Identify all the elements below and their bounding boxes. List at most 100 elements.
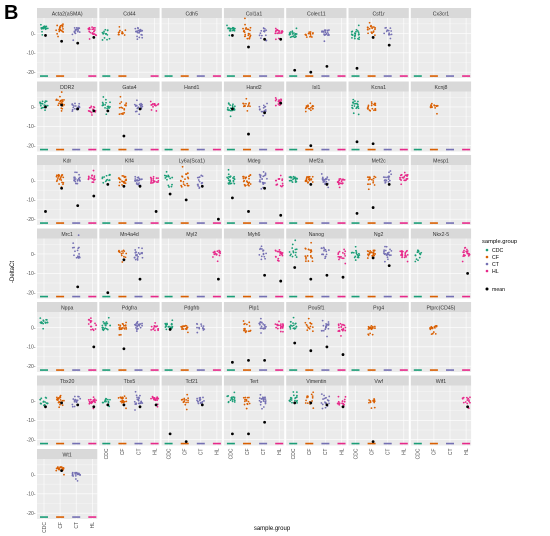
data-point <box>140 252 143 254</box>
data-point <box>59 177 62 180</box>
data-point <box>249 105 251 108</box>
facet-panel: Vimentin CDC CF CT HL <box>286 375 347 459</box>
legend-label: CT <box>492 262 500 268</box>
data-point <box>119 178 122 181</box>
data-point <box>79 397 82 400</box>
data-point <box>124 179 127 182</box>
mean-point <box>325 182 329 186</box>
data-point <box>185 328 188 331</box>
data-point <box>120 106 123 109</box>
data-point <box>140 33 143 36</box>
x-tick-label: HL <box>339 448 345 455</box>
data-point <box>276 32 279 35</box>
facet-title: Hand1 <box>184 85 199 91</box>
data-point <box>383 32 386 35</box>
data-point <box>74 102 76 105</box>
data-point <box>63 103 65 106</box>
facet-background <box>37 312 98 372</box>
data-point <box>74 178 77 180</box>
data-point <box>278 249 281 251</box>
facet-title: Mn4a4d <box>120 232 139 238</box>
data-point <box>342 403 345 406</box>
data-point <box>93 176 96 179</box>
data-point <box>325 253 328 256</box>
data-point <box>135 330 138 332</box>
facet-panel: Wif1 CDC CF CT HL <box>410 375 472 459</box>
facet-strip <box>99 8 160 18</box>
data-point <box>182 183 185 186</box>
data-point <box>92 105 95 108</box>
data-point <box>373 34 376 37</box>
mean-point <box>279 101 283 105</box>
data-point <box>368 401 370 404</box>
data-point <box>125 397 128 400</box>
data-point <box>181 175 184 178</box>
data-point <box>264 398 267 401</box>
facet-title: Acta2(aSMA) <box>52 12 83 18</box>
data-point <box>92 396 95 399</box>
data-point <box>226 108 229 111</box>
data-point <box>304 33 307 36</box>
data-point <box>197 400 199 403</box>
facet-title: Gata4 <box>122 85 136 91</box>
data-point <box>233 182 236 185</box>
data-point <box>245 176 248 179</box>
data-point <box>367 104 370 107</box>
data-point <box>105 397 108 400</box>
data-point <box>274 38 277 41</box>
data-point <box>414 254 417 257</box>
data-point <box>262 171 265 173</box>
data-point <box>95 324 98 327</box>
data-point <box>278 31 280 34</box>
mean-point <box>309 277 313 281</box>
facet-panel: Vwf CDC CF CT HL <box>348 375 409 459</box>
data-point <box>353 35 356 38</box>
data-point <box>373 406 376 409</box>
mean-point <box>200 403 204 407</box>
facet-strip <box>348 302 409 312</box>
data-point <box>182 180 185 183</box>
data-point <box>104 98 107 101</box>
data-point <box>117 397 120 399</box>
data-point <box>41 34 44 36</box>
data-point <box>77 29 79 32</box>
data-point <box>74 171 76 174</box>
data-point <box>400 254 402 256</box>
data-point <box>62 181 65 184</box>
data-point <box>293 36 296 39</box>
data-point <box>77 234 80 237</box>
data-point <box>89 321 92 324</box>
facet-background <box>161 18 222 78</box>
data-point <box>260 258 263 261</box>
data-point <box>78 31 81 33</box>
data-point <box>93 179 95 181</box>
data-point <box>324 328 327 331</box>
data-point <box>282 323 284 326</box>
data-point <box>260 332 262 334</box>
data-point <box>42 327 45 330</box>
data-point <box>384 252 387 255</box>
data-point <box>326 31 329 34</box>
data-point <box>260 187 263 190</box>
data-point <box>320 402 323 404</box>
data-point <box>356 102 358 105</box>
data-point <box>230 396 233 399</box>
data-point <box>434 332 437 335</box>
data-point <box>337 255 340 258</box>
data-point <box>76 249 79 252</box>
facet-strip <box>37 449 98 459</box>
data-point <box>166 178 168 181</box>
data-point <box>310 255 312 258</box>
data-point <box>263 255 266 258</box>
x-tick-label: CF <box>369 449 375 456</box>
data-point <box>293 177 295 180</box>
facet-title: Vwf <box>374 379 383 385</box>
data-point <box>248 321 251 324</box>
data-point <box>266 102 268 105</box>
facet-title: Nanog <box>309 232 324 238</box>
data-point <box>325 396 328 399</box>
data-point <box>180 185 183 188</box>
facet-panel: Prg4 <box>348 302 409 372</box>
data-point <box>389 170 392 172</box>
data-point <box>358 252 360 255</box>
